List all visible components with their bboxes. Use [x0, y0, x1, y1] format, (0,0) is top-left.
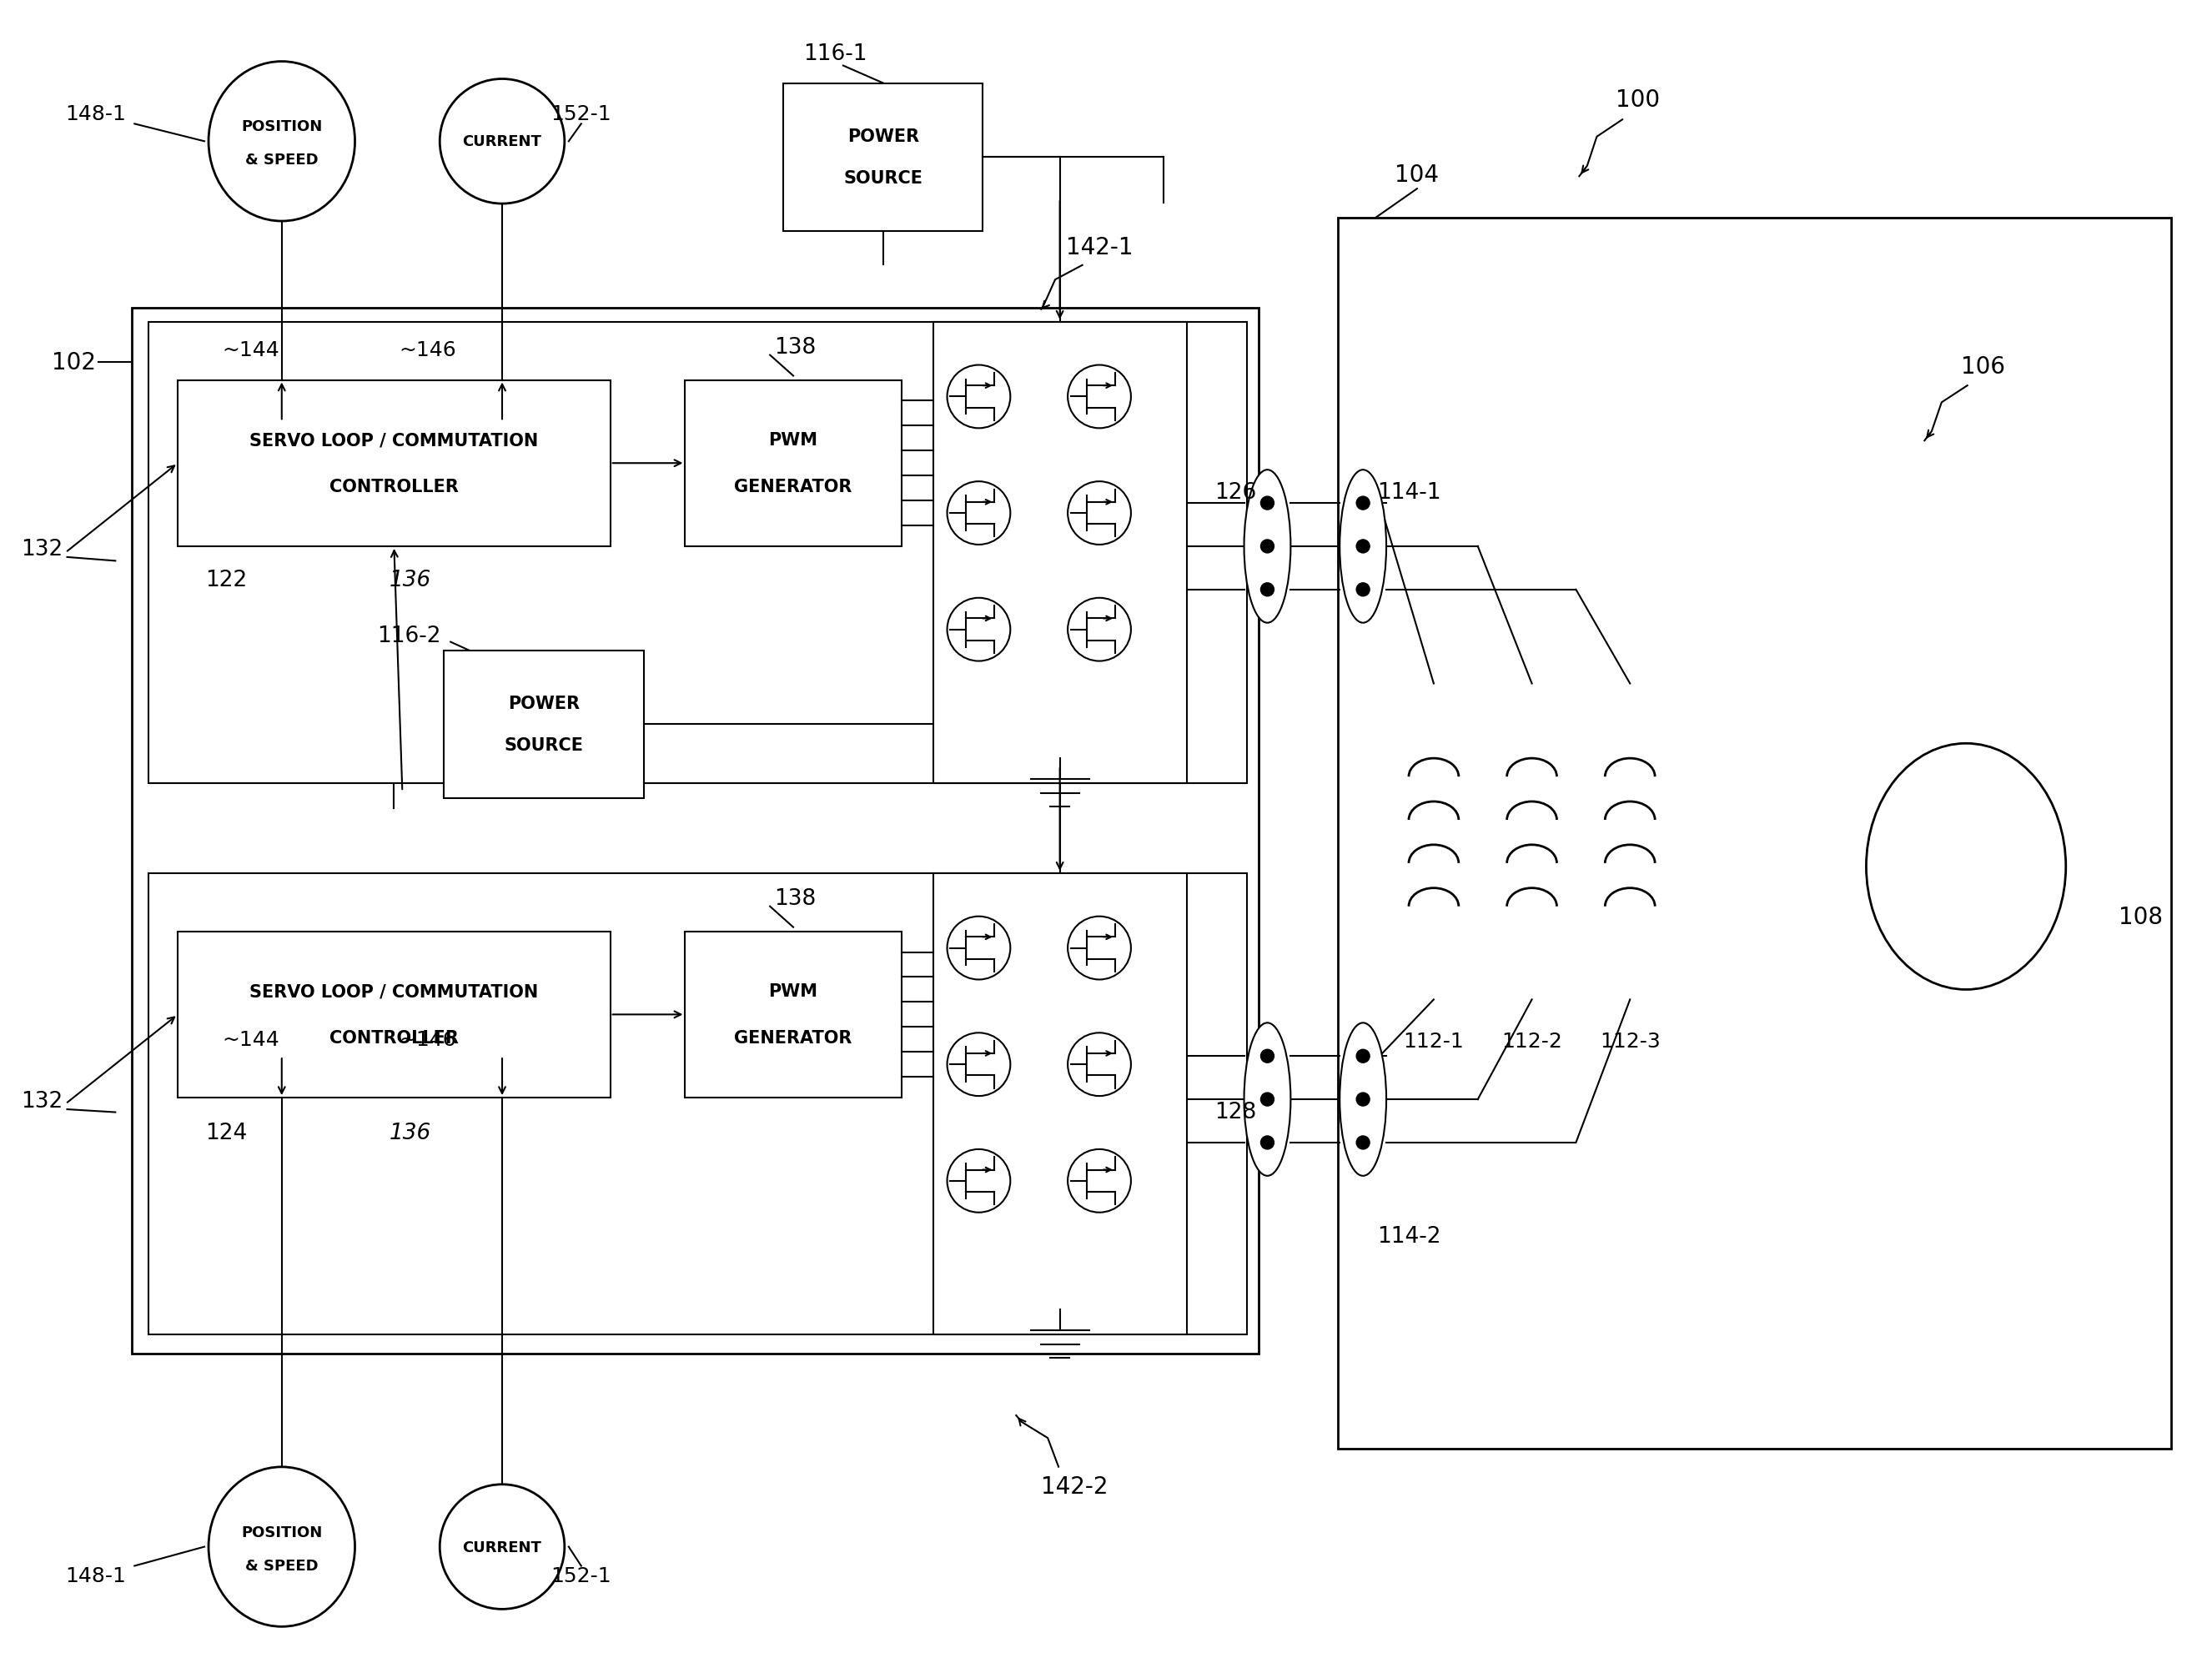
- Circle shape: [947, 1149, 1011, 1213]
- Text: 148-1: 148-1: [66, 1565, 126, 1585]
- Text: PWM: PWM: [768, 431, 818, 448]
- Text: 142-2: 142-2: [1042, 1474, 1108, 1498]
- Text: 138: 138: [774, 888, 816, 909]
- Text: 152-1: 152-1: [551, 1565, 611, 1585]
- Text: 114-2: 114-2: [1376, 1225, 1440, 1246]
- Bar: [445, 651, 644, 798]
- Circle shape: [947, 1033, 1011, 1096]
- Text: SOURCE: SOURCE: [504, 737, 584, 754]
- Circle shape: [1356, 1093, 1369, 1106]
- Bar: [177, 380, 611, 547]
- Circle shape: [1356, 541, 1369, 554]
- Text: 138: 138: [774, 337, 816, 359]
- Bar: [686, 380, 900, 547]
- Bar: [148, 873, 1248, 1336]
- Text: 124: 124: [206, 1122, 248, 1144]
- Ellipse shape: [440, 1484, 564, 1608]
- Text: 136: 136: [389, 1122, 431, 1144]
- Text: 112-1: 112-1: [1402, 1031, 1464, 1051]
- Text: ~146: ~146: [398, 1030, 456, 1050]
- Bar: [148, 322, 1248, 784]
- Text: 152-1: 152-1: [551, 104, 611, 124]
- Text: 114-1: 114-1: [1376, 483, 1440, 504]
- Ellipse shape: [1340, 1023, 1387, 1175]
- Text: 132: 132: [22, 1091, 62, 1112]
- Bar: [177, 932, 611, 1098]
- Circle shape: [1261, 584, 1274, 597]
- Circle shape: [1068, 483, 1130, 545]
- Text: PWM: PWM: [768, 984, 818, 1000]
- Text: GENERATOR: GENERATOR: [734, 1030, 852, 1046]
- Text: CURRENT: CURRENT: [462, 1539, 542, 1554]
- Text: CURRENT: CURRENT: [462, 134, 542, 149]
- Ellipse shape: [208, 1466, 354, 1627]
- Circle shape: [1261, 1050, 1274, 1063]
- Circle shape: [1261, 541, 1274, 554]
- Text: SOURCE: SOURCE: [843, 170, 922, 187]
- Text: 104: 104: [1396, 164, 1440, 187]
- Circle shape: [1356, 1136, 1369, 1149]
- Text: 126: 126: [1214, 483, 1256, 504]
- Circle shape: [1356, 1050, 1369, 1063]
- Ellipse shape: [1867, 744, 2066, 990]
- Text: 102: 102: [51, 350, 95, 374]
- Circle shape: [1068, 917, 1130, 980]
- Circle shape: [1356, 498, 1369, 511]
- Text: CONTROLLER: CONTROLLER: [330, 479, 458, 496]
- Text: 112-2: 112-2: [1502, 1031, 1562, 1051]
- Text: 106: 106: [1960, 355, 2004, 379]
- Ellipse shape: [440, 79, 564, 205]
- Bar: [933, 873, 1186, 1336]
- Text: SERVO LOOP / COMMUTATION: SERVO LOOP / COMMUTATION: [250, 431, 538, 448]
- Text: POWER: POWER: [847, 129, 918, 145]
- Text: 108: 108: [2119, 906, 2163, 929]
- Text: 142-1: 142-1: [1066, 236, 1133, 260]
- Text: 116-1: 116-1: [803, 43, 867, 64]
- Ellipse shape: [1243, 1023, 1290, 1175]
- Ellipse shape: [1243, 471, 1290, 623]
- Circle shape: [1068, 365, 1130, 428]
- Circle shape: [1068, 1149, 1130, 1213]
- Text: POSITION: POSITION: [241, 119, 323, 134]
- Text: 122: 122: [206, 569, 248, 590]
- Text: 136: 136: [389, 569, 431, 590]
- Text: & SPEED: & SPEED: [246, 1557, 319, 1572]
- Circle shape: [1261, 498, 1274, 511]
- Text: & SPEED: & SPEED: [246, 152, 319, 167]
- Text: CONTROLLER: CONTROLLER: [330, 1030, 458, 1046]
- Circle shape: [947, 365, 1011, 428]
- Text: ~144: ~144: [221, 1030, 279, 1050]
- Circle shape: [1068, 1033, 1130, 1096]
- Bar: [686, 932, 900, 1098]
- Circle shape: [947, 483, 1011, 545]
- Text: POWER: POWER: [509, 696, 580, 712]
- Ellipse shape: [208, 63, 354, 222]
- Text: ~146: ~146: [398, 341, 456, 360]
- Circle shape: [947, 917, 1011, 980]
- Text: 128: 128: [1214, 1101, 1256, 1122]
- Circle shape: [1356, 584, 1369, 597]
- Bar: [783, 84, 982, 231]
- Text: GENERATOR: GENERATOR: [734, 479, 852, 496]
- Text: SERVO LOOP / COMMUTATION: SERVO LOOP / COMMUTATION: [250, 984, 538, 1000]
- Text: 112-3: 112-3: [1599, 1031, 1661, 1051]
- Text: POSITION: POSITION: [241, 1524, 323, 1539]
- Text: ~144: ~144: [221, 341, 279, 360]
- Circle shape: [1261, 1136, 1274, 1149]
- Text: 132: 132: [22, 539, 62, 560]
- Ellipse shape: [1340, 471, 1387, 623]
- Bar: [133, 307, 1259, 1354]
- Bar: [933, 322, 1186, 784]
- Text: 148-1: 148-1: [66, 104, 126, 124]
- Bar: [1338, 218, 2172, 1448]
- Circle shape: [1068, 598, 1130, 661]
- Text: 116-2: 116-2: [376, 625, 440, 646]
- Circle shape: [947, 598, 1011, 661]
- Circle shape: [1261, 1093, 1274, 1106]
- Text: 100: 100: [1615, 89, 1659, 112]
